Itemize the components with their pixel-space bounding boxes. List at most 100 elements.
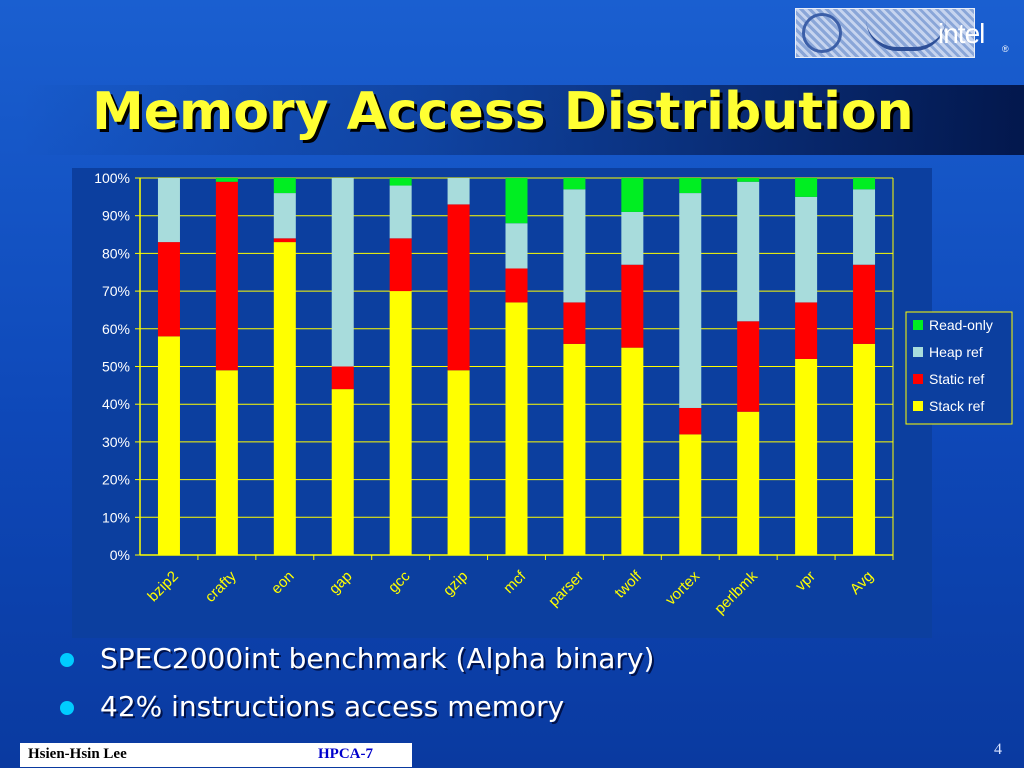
bullet-item: 42% instructions access memory	[60, 684, 654, 732]
y-tick-label: 100%	[94, 170, 130, 186]
bullet-dot-icon	[60, 701, 74, 715]
bar-segment	[679, 178, 702, 194]
slide-title: Memory Access Distribution	[92, 82, 914, 142]
y-tick-label: 50%	[102, 359, 130, 375]
title-band	[20, 85, 1024, 155]
bar-segment	[737, 181, 760, 322]
bar-segment	[389, 185, 412, 239]
chart-background	[72, 168, 932, 638]
x-tick-label: gzip	[440, 568, 471, 599]
bar-segment	[273, 238, 296, 243]
x-tick-label: twolf	[611, 567, 645, 601]
bullet-dot-icon	[60, 653, 74, 667]
x-tick-label: mcf	[500, 567, 530, 597]
x-tick-label: vpr	[792, 568, 819, 595]
bar-segment	[563, 343, 586, 555]
bullet-text: 42% instructions access memory	[100, 690, 565, 723]
bar-segment	[273, 178, 296, 194]
footer-conference: HPCA-7	[318, 746, 373, 762]
bar-segment	[447, 204, 470, 371]
x-tick-label: Avg	[847, 568, 877, 598]
y-tick-label: 20%	[102, 472, 130, 488]
x-tick-label: gcc	[385, 567, 414, 596]
bar-segment	[853, 264, 876, 344]
bar-segment	[273, 193, 296, 239]
footer-author: Hsien-Hsin Lee	[28, 746, 127, 762]
bar-segment	[331, 178, 354, 367]
x-tick-label: crafty	[202, 567, 240, 605]
bar-segment	[679, 193, 702, 408]
legend-swatch	[913, 320, 923, 330]
lamp-icon	[866, 19, 946, 51]
page-number: 4	[994, 741, 1002, 758]
y-tick-label: 30%	[102, 434, 130, 450]
y-tick-label: 80%	[102, 245, 130, 261]
bar-segment	[505, 223, 528, 269]
bar-segment	[853, 189, 876, 265]
bar-segment	[331, 366, 354, 390]
bar-segment	[737, 321, 760, 412]
y-tick-label: 60%	[102, 321, 130, 337]
legend-label: Heap ref	[929, 344, 983, 360]
x-tick-label: parser	[545, 568, 587, 610]
legend-label: Static ref	[929, 371, 984, 387]
bar-segment	[389, 178, 412, 186]
y-tick-label: 70%	[102, 283, 130, 299]
bullet-text: SPEC2000int benchmark (Alpha binary)	[100, 642, 655, 675]
bar-segment	[679, 434, 702, 555]
bar-segment	[795, 302, 818, 359]
bar-segment	[737, 411, 760, 555]
bar-segment	[389, 291, 412, 555]
bar-segment	[157, 336, 180, 555]
x-tick-label: gap	[326, 568, 356, 598]
bar-segment	[447, 370, 470, 555]
x-tick-label: bzip2	[144, 568, 181, 605]
seal-ring-icon	[802, 13, 842, 53]
bar-segment	[273, 242, 296, 555]
intel-registered-mark: ®	[1002, 44, 1009, 54]
bar-segment	[621, 211, 644, 265]
bar-segment	[563, 178, 586, 190]
legend-swatch	[913, 374, 923, 384]
bar-segment	[853, 343, 876, 555]
legend-swatch	[913, 347, 923, 357]
bar-segment	[563, 302, 586, 344]
bar-segment	[795, 358, 818, 555]
bar-segment	[331, 389, 354, 555]
footer-bar	[20, 743, 412, 767]
y-tick-label: 90%	[102, 208, 130, 224]
bar-segment	[853, 178, 876, 190]
stacked-bar-chart: 0% 10% 20% 30% 40% 50% 60% 70% 80% 90% 100% bzip2 c…	[94, 170, 1013, 618]
bar-segment	[795, 178, 818, 197]
bar-segment	[505, 178, 528, 224]
bar-segment	[389, 238, 412, 292]
bar-segment	[621, 347, 644, 555]
bullet-list: SPEC2000int benchmark (Alpha binary) 42%…	[60, 636, 654, 732]
bar-segment	[563, 189, 586, 303]
bar-segment	[621, 264, 644, 348]
bar-segment	[215, 370, 238, 555]
legend-label: Read-only	[929, 317, 993, 333]
bar-segment	[215, 181, 238, 371]
y-tick-label: 0%	[110, 547, 130, 563]
bar-segment	[621, 178, 644, 212]
y-tick-label: 10%	[102, 509, 130, 525]
bar-segment	[215, 178, 238, 182]
x-tick-label: eon	[268, 568, 298, 598]
university-seal-logo	[795, 8, 975, 58]
bar-segment	[505, 302, 528, 555]
legend-box	[905, 311, 1013, 425]
bar-segment	[679, 407, 702, 435]
legend-label: Stack ref	[929, 398, 984, 414]
bullet-item: SPEC2000int benchmark (Alpha binary)	[60, 636, 654, 684]
bar-segment	[795, 196, 818, 303]
x-tick-label: perlbmk	[711, 567, 761, 617]
legend-swatch	[913, 401, 923, 411]
x-tick-label: vortex	[662, 567, 703, 608]
intel-logo: intel	[938, 18, 985, 49]
y-tick-label: 40%	[102, 396, 130, 412]
bar-segment	[737, 178, 760, 182]
bar-segment	[447, 178, 470, 205]
bar-segment	[157, 178, 180, 243]
bar-segment	[157, 242, 180, 337]
